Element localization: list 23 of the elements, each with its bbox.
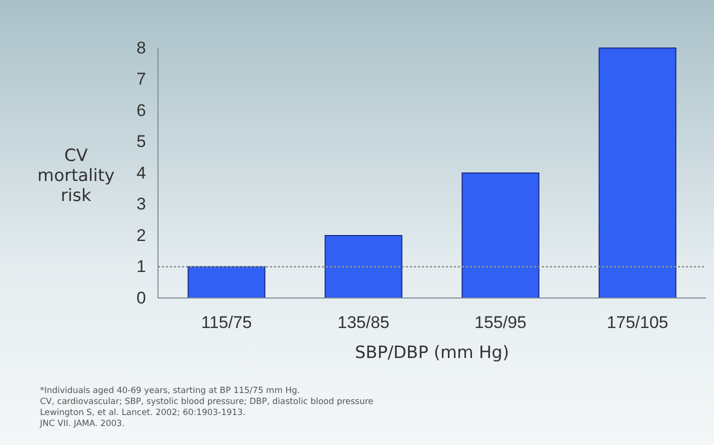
bar <box>462 172 540 298</box>
bar <box>188 266 266 298</box>
x-tick-label: 175/105 <box>606 313 668 332</box>
y-tick-label: 3 <box>136 194 146 214</box>
text: Lewington S, et al. Lancet. 2002; 60:1903-1913. <box>40 408 246 418</box>
y-tick-label: 8 <box>136 38 146 58</box>
text: *Individuals aged 40-69 years, starting at BP 115/75 mm Hg. <box>40 386 300 396</box>
x-tick-label: 135/85 <box>338 313 390 332</box>
x-axis-title: SBP/DBP (mm Hg) <box>354 343 510 363</box>
y-tick-label: 7 <box>136 70 146 89</box>
bar <box>598 48 676 298</box>
y-tick-label: 1 <box>136 257 146 276</box>
y-tick-label: 6 <box>136 100 146 120</box>
y-tick-label: 4 <box>136 163 146 182</box>
bar <box>324 235 402 298</box>
y-tick-label: 0 <box>136 288 146 308</box>
y-tick-label: 2 <box>136 226 146 245</box>
y-axis-title: CV mortality risk <box>37 146 115 206</box>
text: CV, cardiovascular; SBP, systolic blood pressure; DBP, diastolic blood pressure <box>40 397 374 407</box>
text: JNC VII. JAMA. 2003. <box>39 419 125 429</box>
y-tick-label: 5 <box>136 132 146 152</box>
x-tick-label: 155/95 <box>474 313 526 332</box>
x-tick-label: 115/75 <box>201 313 252 332</box>
